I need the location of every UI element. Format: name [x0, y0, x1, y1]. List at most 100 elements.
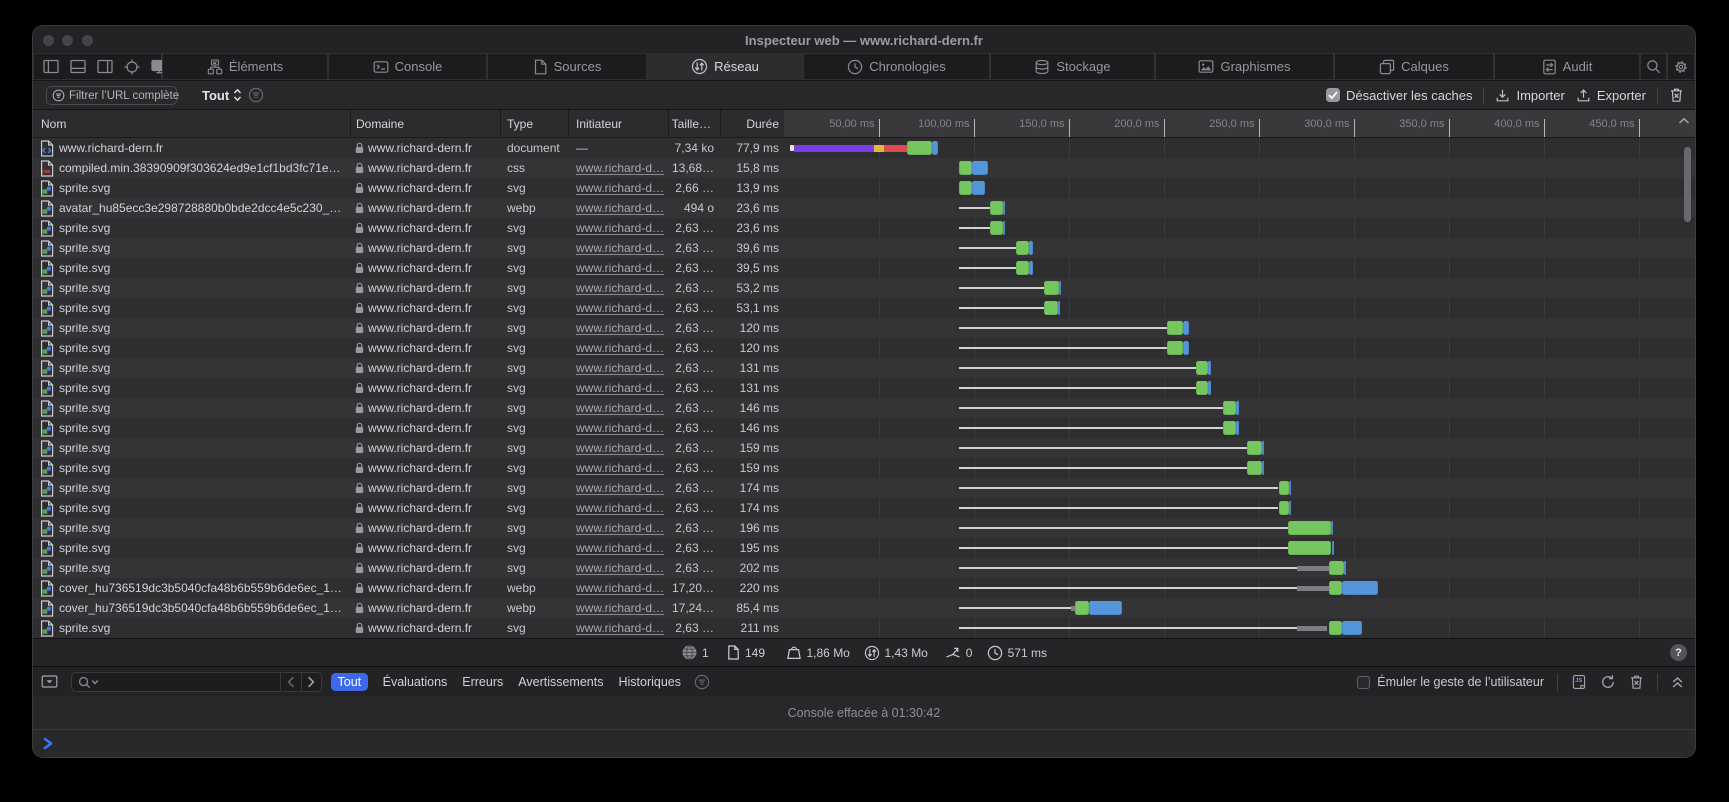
disable-caches-control[interactable]: Désactiver les caches — [1326, 88, 1472, 103]
request-initiator[interactable]: www.richard-d… — [576, 501, 665, 515]
request-initiator[interactable]: www.richard-d… — [576, 261, 665, 275]
network-request-row[interactable]: sprite.svg www.richard-dern.fr svg www.rich… — [33, 458, 1695, 478]
network-request-row[interactable]: sprite.svg www.richard-dern.fr svg www.rich… — [33, 398, 1695, 418]
network-request-row[interactable]: sprite.svg www.richard-dern.fr svg www.rich… — [33, 318, 1695, 338]
request-initiator[interactable]: www.richard-d… — [576, 241, 665, 255]
network-request-row[interactable]: sprite.svg www.richard-dern.fr svg www.rich… — [33, 278, 1695, 298]
console-search-input[interactable] — [72, 673, 280, 691]
console-search-field[interactable] — [71, 672, 322, 692]
network-request-row[interactable]: sprite.svg www.richard-dern.fr svg www.rich… — [33, 538, 1695, 558]
panel-bottom-icon[interactable] — [70, 59, 86, 74]
column-header-size[interactable]: Taille… — [671, 117, 711, 131]
disable-caches-checkbox[interactable] — [1326, 88, 1340, 102]
network-request-row[interactable]: sprite.svg www.richard-dern.fr svg www.rich… — [33, 238, 1695, 258]
column-header-name[interactable]: Nom — [41, 117, 67, 131]
find-previous-button[interactable] — [280, 673, 301, 691]
console-filter-historiques[interactable]: Historiques — [618, 675, 681, 689]
find-next-button[interactable] — [300, 673, 322, 691]
network-request-row[interactable]: sprite.svg www.richard-dern.fr svg www.rich… — [33, 518, 1695, 538]
panel-right-icon[interactable] — [97, 59, 113, 74]
request-initiator[interactable]: www.richard-d… — [576, 161, 665, 175]
network-request-row[interactable]: sprite.svg www.richard-dern.fr svg www.rich… — [33, 298, 1695, 318]
console-filter-évaluations[interactable]: Évaluations — [382, 675, 448, 689]
console-filter-avertissements[interactable]: Avertissements — [518, 675, 604, 689]
request-initiator[interactable]: www.richard-d… — [576, 401, 665, 415]
request-initiator[interactable]: www.richard-d… — [576, 341, 665, 355]
tab-sources[interactable]: Sources — [487, 53, 647, 80]
filter-circle-icon[interactable] — [694, 674, 710, 690]
request-initiator[interactable]: www.richard-d… — [576, 441, 665, 455]
vertical-scrollbar[interactable] — [1684, 147, 1691, 222]
network-request-row[interactable]: css compiled.min.38390909f303624ed9e1cf1b… — [33, 158, 1695, 178]
request-initiator[interactable]: www.richard-d… — [576, 481, 665, 495]
network-request-row[interactable]: sprite.svg www.richard-dern.fr svg www.rich… — [33, 178, 1695, 198]
network-request-row[interactable]: cover_hu736519dc3b5040cfa48b6b559b6de6ec… — [33, 578, 1695, 598]
request-initiator[interactable]: www.richard-d… — [576, 281, 665, 295]
console-picker-icon[interactable] — [41, 674, 58, 689]
request-initiator[interactable]: www.richard-d… — [576, 221, 665, 235]
request-initiator[interactable]: www.richard-d… — [576, 361, 665, 375]
element-picker-icon[interactable] — [124, 59, 140, 75]
create-snippet-button[interactable]: JS — [1571, 674, 1587, 690]
resource-type-select[interactable]: Tout — [202, 81, 242, 109]
url-filter-button[interactable]: Filtrer l’URL complète — [46, 86, 179, 105]
request-initiator[interactable]: www.richard-d… — [576, 561, 665, 575]
request-initiator[interactable]: www.richard-d… — [576, 421, 665, 435]
emulate-user-gesture-checkbox[interactable] — [1357, 675, 1371, 689]
export-button[interactable]: Exporter — [1576, 88, 1646, 103]
zoom-window-button[interactable] — [81, 35, 93, 46]
column-header-type[interactable]: Type — [507, 117, 534, 131]
network-request-row[interactable]: sprite.svg www.richard-dern.fr svg www.rich… — [33, 378, 1695, 398]
request-initiator[interactable]: www.richard-d… — [576, 301, 665, 315]
request-initiator[interactable]: www.richard-d… — [576, 181, 665, 195]
network-request-row[interactable]: sprite.svg www.richard-dern.fr svg www.rich… — [33, 498, 1695, 518]
tab-layers[interactable]: Calques — [1334, 53, 1494, 80]
request-initiator[interactable]: www.richard-d… — [576, 621, 665, 635]
network-request-row[interactable]: sprite.svg www.richard-dern.fr svg www.rich… — [33, 258, 1695, 278]
tab-storage[interactable]: Stockage — [990, 53, 1155, 80]
tab-console[interactable]: Console — [328, 53, 487, 80]
network-request-row[interactable]: avatar_hu85ecc3e298728880b0bde2dcc4e5c23… — [33, 198, 1695, 218]
reload-page-button[interactable] — [1600, 674, 1616, 690]
column-header-initiator[interactable]: Initiateur — [576, 117, 623, 131]
expand-console-button[interactable] — [1671, 676, 1684, 689]
minimize-window-button[interactable] — [62, 35, 73, 46]
tab-timelines[interactable]: Chronologies — [803, 53, 990, 80]
tab-elements[interactable]: Éléments — [162, 53, 328, 80]
console-prompt[interactable] — [33, 729, 1695, 757]
network-request-row[interactable]: sprite.svg www.richard-dern.fr svg www.rich… — [33, 478, 1695, 498]
network-request-row[interactable]: sprite.svg www.richard-dern.fr svg www.rich… — [33, 358, 1695, 378]
network-request-row[interactable]: sprite.svg www.richard-dern.fr svg www.rich… — [33, 218, 1695, 238]
chevron-up-icon[interactable] — [1678, 117, 1690, 125]
import-button[interactable]: Importer — [1495, 88, 1565, 103]
help-button[interactable]: ? — [1670, 644, 1687, 661]
network-request-row[interactable]: sprite.svg www.richard-dern.fr svg www.rich… — [33, 618, 1695, 638]
close-window-button[interactable] — [42, 35, 54, 46]
settings-tab-button[interactable] — [1667, 53, 1695, 80]
network-request-row[interactable]: cover_hu736519dc3b5040cfa48b6b559b6de6ec… — [33, 598, 1695, 618]
column-header-duration[interactable]: Durée — [746, 117, 779, 131]
filter-circle-icon[interactable] — [248, 87, 264, 103]
request-initiator[interactable]: www.richard-d… — [576, 541, 665, 555]
request-initiator[interactable]: www.richard-d… — [576, 521, 665, 535]
network-request-row[interactable]: sprite.svg www.richard-dern.fr svg www.rich… — [33, 338, 1695, 358]
clear-console-button[interactable] — [1629, 674, 1644, 690]
request-initiator[interactable]: www.richard-d… — [576, 601, 665, 615]
network-request-row[interactable]: sprite.svg www.richard-dern.fr svg www.rich… — [33, 438, 1695, 458]
request-initiator[interactable]: www.richard-d… — [576, 321, 665, 335]
network-request-row[interactable]: www.richard-dern.fr www.richard-dern.fr do… — [33, 138, 1695, 158]
console-filter-tout[interactable]: Tout — [331, 673, 368, 691]
panel-left-icon[interactable] — [43, 59, 59, 74]
request-initiator[interactable]: www.richard-d… — [576, 201, 665, 215]
tab-graphics[interactable]: Graphismes — [1155, 53, 1334, 80]
request-initiator[interactable]: www.richard-d… — [576, 581, 665, 595]
tab-audit[interactable]: Audit — [1494, 53, 1640, 80]
console-filter-erreurs[interactable]: Erreurs — [462, 675, 504, 689]
clear-network-items-button[interactable] — [1669, 87, 1684, 103]
request-initiator[interactable]: www.richard-d… — [576, 381, 665, 395]
column-header-domain[interactable]: Domaine — [356, 117, 405, 131]
network-request-row[interactable]: sprite.svg www.richard-dern.fr svg www.rich… — [33, 418, 1695, 438]
network-request-row[interactable]: sprite.svg www.richard-dern.fr svg www.rich… — [33, 558, 1695, 578]
emulate-user-gesture-control[interactable]: Émuler le geste de l’utilisateur — [1357, 675, 1544, 689]
search-tab-button[interactable] — [1640, 53, 1667, 80]
